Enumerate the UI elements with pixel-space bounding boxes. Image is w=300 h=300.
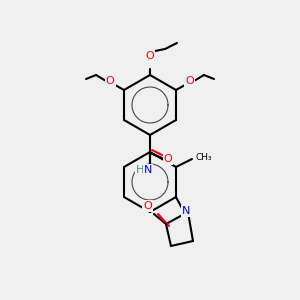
Text: O: O: [186, 76, 194, 86]
Text: N: N: [144, 165, 152, 175]
Text: O: O: [144, 201, 152, 211]
Text: O: O: [164, 154, 172, 164]
Text: CH₃: CH₃: [196, 152, 213, 161]
Text: O: O: [146, 51, 154, 61]
Text: O: O: [106, 76, 114, 86]
Text: H: H: [136, 165, 144, 175]
Text: N: N: [182, 206, 190, 216]
